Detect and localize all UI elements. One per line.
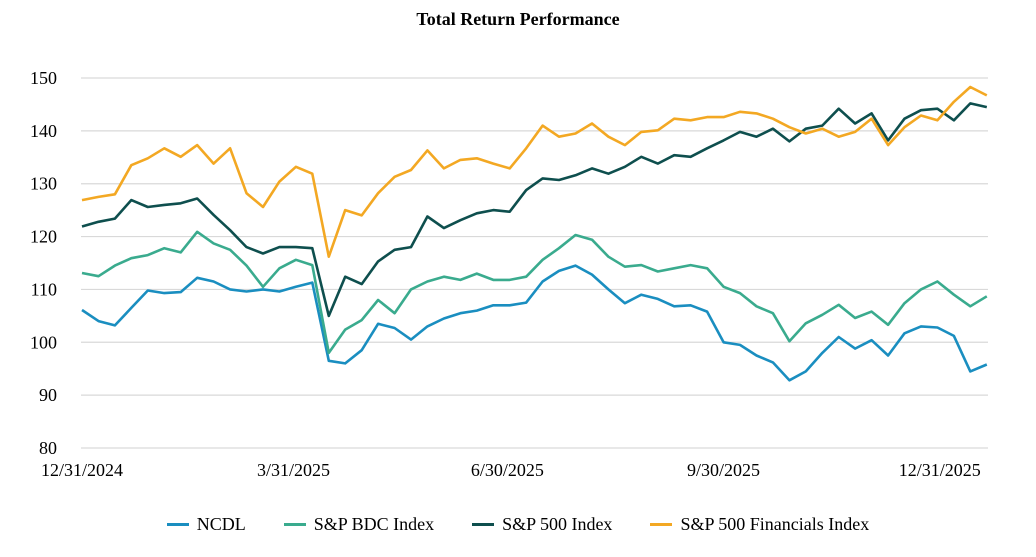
legend-swatch [472,523,495,526]
legend-swatch [166,523,189,526]
x-tick-label: 9/30/2025 [687,460,760,480]
legend-swatch [283,523,306,526]
x-tick-label: 12/31/2025 [899,460,981,480]
legend-item-financials: S&P 500 Financials Index [650,514,869,535]
y-tick-label: 100 [30,332,57,352]
y-tick-label: 150 [30,68,57,88]
x-tick-label: 12/31/2024 [41,460,123,480]
y-tick-label: 130 [30,174,57,194]
x-tick-label: 6/30/2025 [471,460,544,480]
legend-item-sp500: S&P 500 Index [472,514,612,535]
y-tick-label: 140 [30,121,57,141]
legend-label: S&P BDC Index [313,514,435,534]
legend-label: S&P 500 Index [502,514,613,534]
chart-title: Total Return Performance [416,9,620,29]
series-line-ncdl [81,264,988,382]
y-tick-label: 80 [39,438,57,458]
legend-label: NCDL [196,514,246,534]
legend-swatch [650,523,673,526]
legend-item-bdc: S&P BDC Index [283,514,435,535]
series-line-s-p-bdc-index [81,230,988,355]
legend-item-ncdl: NCDL [166,514,246,535]
y-tick-label: 120 [30,227,57,247]
y-tick-label: 110 [31,279,57,299]
legend-label: S&P 500 Financials Index [680,514,870,534]
series-line-s-p-500-financials-index [81,85,988,259]
x-tick-label: 3/31/2025 [257,460,330,480]
series-line-s-p-500-index [81,102,988,318]
legend: NCDL S&P BDC Index S&P 500 Index S&P 500… [0,514,1036,535]
y-tick-label: 90 [39,385,57,405]
